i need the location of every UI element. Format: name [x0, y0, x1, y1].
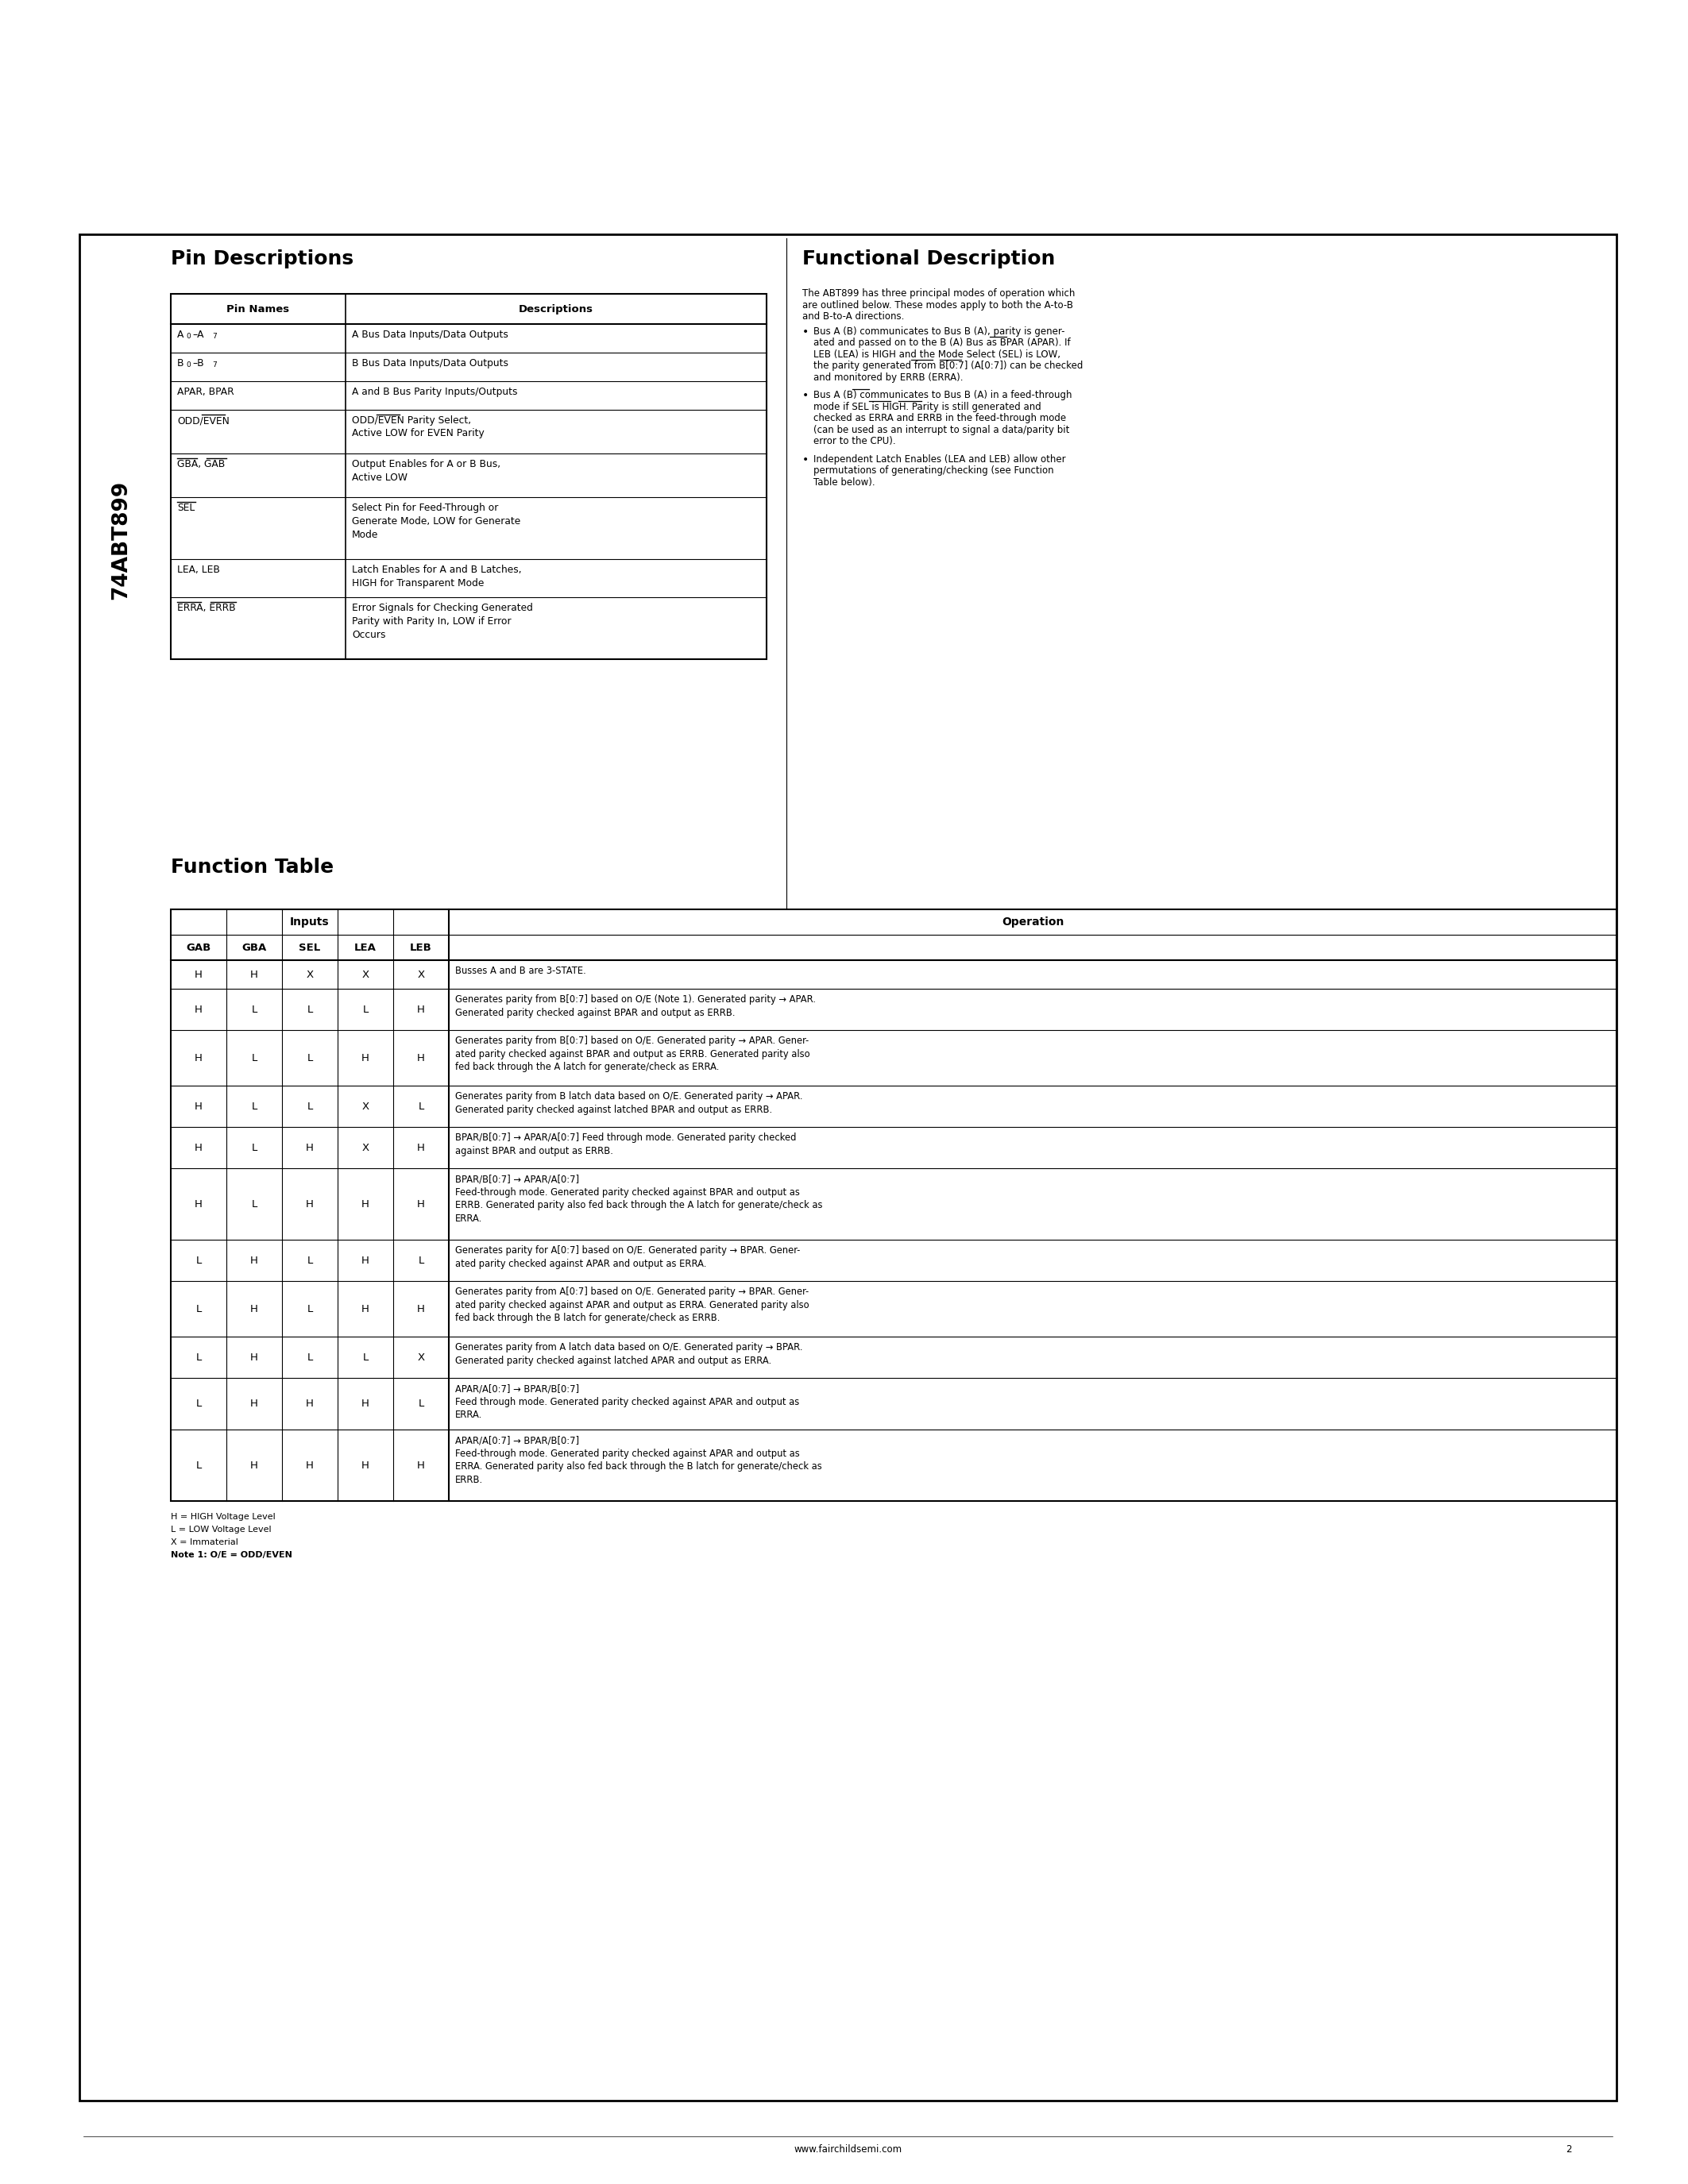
- Text: H = HIGH Voltage Level: H = HIGH Voltage Level: [170, 1514, 275, 1520]
- Text: X: X: [417, 1352, 425, 1363]
- Text: H: H: [361, 1199, 370, 1210]
- Text: SEL: SEL: [299, 941, 321, 952]
- Text: Latch Enables for A and B Latches,
HIGH for Transparent Mode: Latch Enables for A and B Latches, HIGH …: [351, 566, 522, 587]
- Text: and monitored by ERRB (ERRA).: and monitored by ERRB (ERRA).: [814, 371, 964, 382]
- Text: H: H: [417, 1199, 425, 1210]
- Text: L: L: [307, 1256, 312, 1265]
- Text: H: H: [250, 1398, 258, 1409]
- Text: L: L: [307, 1352, 312, 1363]
- Text: H: H: [194, 970, 203, 981]
- Text: L: L: [252, 1101, 257, 1112]
- Text: H: H: [306, 1199, 314, 1210]
- Text: L: L: [196, 1304, 201, 1315]
- Text: L: L: [419, 1101, 424, 1112]
- Text: 7: 7: [213, 360, 216, 369]
- Text: The ABT899 has three principal modes of operation which: The ABT899 has three principal modes of …: [802, 288, 1075, 299]
- Text: H: H: [417, 1304, 425, 1315]
- Text: Pin Descriptions: Pin Descriptions: [170, 249, 353, 269]
- Text: –A: –A: [192, 330, 204, 341]
- Text: Inputs: Inputs: [290, 917, 329, 928]
- Text: are outlined below. These modes apply to both the A-to-B: are outlined below. These modes apply to…: [802, 299, 1074, 310]
- Text: H: H: [306, 1398, 314, 1409]
- Text: ated and passed on to the B (A) Bus as BPAR (APAR). If: ated and passed on to the B (A) Bus as B…: [814, 339, 1070, 347]
- Text: L: L: [252, 1005, 257, 1016]
- Text: H: H: [194, 1142, 203, 1153]
- Text: H: H: [417, 1005, 425, 1016]
- Text: LEB (LEA) is HIGH and the Mode Select (SEL) is LOW,: LEB (LEA) is HIGH and the Mode Select (S…: [814, 349, 1060, 360]
- Text: L: L: [196, 1398, 201, 1409]
- Text: H: H: [250, 970, 258, 981]
- Text: (can be used as an interrupt to signal a data/parity bit: (can be used as an interrupt to signal a…: [814, 424, 1070, 435]
- Text: ODD/EVEN: ODD/EVEN: [177, 415, 230, 426]
- Text: H: H: [194, 1005, 203, 1016]
- Text: H: H: [417, 1053, 425, 1064]
- Text: L: L: [307, 1005, 312, 1016]
- Text: L: L: [196, 1461, 201, 1470]
- Text: SEL: SEL: [177, 502, 194, 513]
- Text: H: H: [417, 1142, 425, 1153]
- Text: H: H: [417, 1461, 425, 1470]
- Text: H: H: [250, 1461, 258, 1470]
- Text: Generates parity from B latch data based on O/E. Generated parity → APAR.
Genera: Generates parity from B latch data based…: [456, 1092, 803, 1114]
- Text: H: H: [250, 1352, 258, 1363]
- Text: www.fairchildsemi.com: www.fairchildsemi.com: [793, 2145, 901, 2156]
- Text: X: X: [361, 1101, 370, 1112]
- Text: the parity generated from B[0:7] (A[0:7]) can be checked: the parity generated from B[0:7] (A[0:7]…: [814, 360, 1084, 371]
- Text: L: L: [252, 1199, 257, 1210]
- Text: H: H: [306, 1461, 314, 1470]
- Text: GAB: GAB: [186, 941, 211, 952]
- Text: X: X: [361, 1142, 370, 1153]
- Text: B Bus Data Inputs/Data Outputs: B Bus Data Inputs/Data Outputs: [351, 358, 508, 369]
- Bar: [79, 234, 1617, 2101]
- Text: ERRA, ERRB: ERRA, ERRB: [177, 603, 236, 614]
- Text: •: •: [802, 325, 809, 336]
- Text: L: L: [252, 1142, 257, 1153]
- Text: APAR, BPAR: APAR, BPAR: [177, 387, 235, 397]
- Text: ODD/EVEN Parity Select,: ODD/EVEN Parity Select,: [351, 415, 471, 426]
- Text: H: H: [361, 1053, 370, 1064]
- Text: H: H: [194, 1053, 203, 1064]
- Text: L: L: [419, 1398, 424, 1409]
- Text: H: H: [194, 1199, 203, 1210]
- Text: Independent Latch Enables (LEA and LEB) allow other: Independent Latch Enables (LEA and LEB) …: [814, 454, 1065, 465]
- Text: Generates parity from B[0:7] based on O/E. Generated parity → APAR. Gener-
ated : Generates parity from B[0:7] based on O/…: [456, 1035, 810, 1072]
- Text: A: A: [177, 330, 184, 341]
- Text: checked as ERRA and ERRB in the feed-through mode: checked as ERRA and ERRB in the feed-thr…: [814, 413, 1067, 424]
- Text: Generates parity from B[0:7] based on O/E (Note 1). Generated parity → APAR.
Gen: Generates parity from B[0:7] based on O/…: [456, 994, 815, 1018]
- Text: LEA, LEB: LEA, LEB: [177, 566, 219, 574]
- Text: Active LOW for EVEN Parity: Active LOW for EVEN Parity: [351, 428, 484, 439]
- Text: Busses A and B are 3-STATE.: Busses A and B are 3-STATE.: [456, 965, 586, 976]
- Text: error to the CPU).: error to the CPU).: [814, 437, 896, 446]
- Text: Table below).: Table below).: [814, 476, 874, 487]
- Text: X: X: [361, 970, 370, 981]
- Text: Bus A (B) communicates to Bus B (A) in a feed-through: Bus A (B) communicates to Bus B (A) in a…: [814, 391, 1072, 400]
- Text: •: •: [802, 454, 809, 465]
- Text: A Bus Data Inputs/Data Outputs: A Bus Data Inputs/Data Outputs: [351, 330, 508, 341]
- Text: and B-to-A directions.: and B-to-A directions.: [802, 312, 905, 321]
- Text: Generates parity from A[0:7] based on O/E. Generated parity → BPAR. Gener-
ated : Generates parity from A[0:7] based on O/…: [456, 1286, 809, 1324]
- Text: Functional Description: Functional Description: [802, 249, 1055, 269]
- Text: X = Immaterial: X = Immaterial: [170, 1538, 238, 1546]
- Text: Generates parity for A[0:7] based on O/E. Generated parity → BPAR. Gener-
ated p: Generates parity for A[0:7] based on O/E…: [456, 1245, 800, 1269]
- Text: L: L: [307, 1053, 312, 1064]
- Text: B: B: [177, 358, 184, 369]
- Text: GBA, GAB: GBA, GAB: [177, 459, 225, 470]
- Text: H: H: [361, 1398, 370, 1409]
- Bar: [170, 909, 1617, 1500]
- Text: permutations of generating/checking (see Function: permutations of generating/checking (see…: [814, 465, 1053, 476]
- Text: X: X: [306, 970, 314, 981]
- Text: H: H: [250, 1304, 258, 1315]
- Text: L: L: [307, 1101, 312, 1112]
- Text: GBA: GBA: [241, 941, 267, 952]
- Text: H: H: [361, 1256, 370, 1265]
- Text: APAR/A[0:7] → BPAR/B[0:7]
Feed through mode. Generated parity checked against AP: APAR/A[0:7] → BPAR/B[0:7] Feed through m…: [456, 1382, 800, 1420]
- Text: LEA: LEA: [354, 941, 376, 952]
- Text: 2: 2: [1566, 2145, 1572, 2156]
- Text: 7: 7: [213, 332, 216, 341]
- Text: Operation: Operation: [1001, 917, 1063, 928]
- Text: L: L: [363, 1005, 368, 1016]
- Text: Note 1: O/E = ODD/EVEN: Note 1: O/E = ODD/EVEN: [170, 1551, 292, 1559]
- Text: Bus A (B) communicates to Bus B (A), parity is gener-: Bus A (B) communicates to Bus B (A), par…: [814, 325, 1065, 336]
- Text: Generates parity from A latch data based on O/E. Generated parity → BPAR.
Genera: Generates parity from A latch data based…: [456, 1343, 803, 1365]
- Text: 74ABT899: 74ABT899: [110, 480, 132, 601]
